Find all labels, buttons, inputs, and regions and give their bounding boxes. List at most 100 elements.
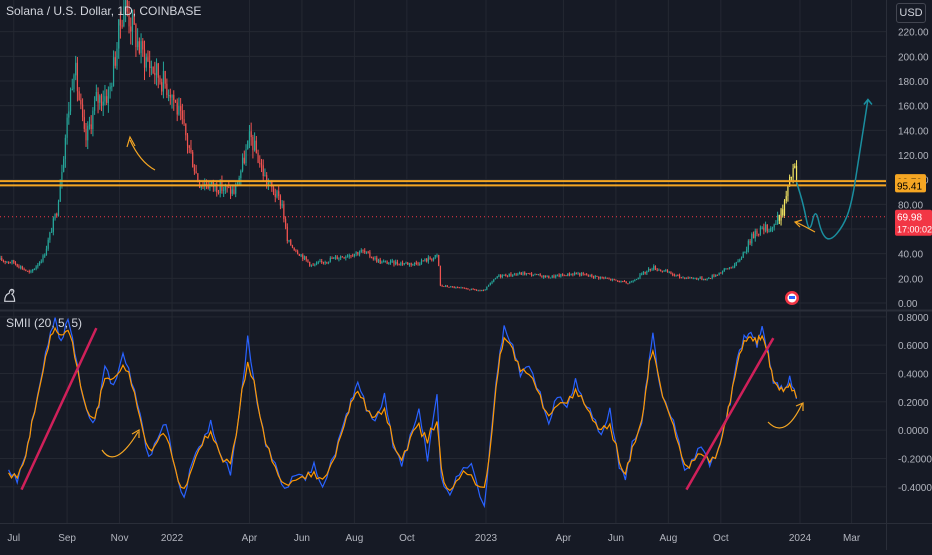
candle-body [274,193,276,197]
projection-path[interactable] [795,99,869,240]
candle-body [398,264,400,266]
candle-body [383,261,385,263]
candle-body [100,95,103,106]
candle-body [107,89,109,103]
candle-body [441,285,443,287]
annotation-arrow [795,221,816,233]
candle-body [85,128,87,141]
candle-body [87,125,89,141]
candle-body [730,267,732,269]
x-tick-label: 2023 [475,533,498,544]
candle-body [200,185,202,188]
candle-body [266,175,268,184]
osc-annotation-arrow [767,403,803,429]
candle-body [551,275,553,278]
candle-body [582,273,584,275]
candle-body [257,153,259,163]
candle-body [721,270,724,273]
candle-body [76,62,79,92]
candle-body [615,279,617,281]
candle-body [291,245,294,248]
candle-body [290,240,292,246]
candle-body [71,89,73,91]
candle-body [75,62,77,76]
candle-body [116,48,118,66]
candle-body [174,100,177,103]
candle-body [548,275,550,279]
candle-body [599,277,602,279]
candle-body [350,255,352,257]
candle-body [396,261,399,265]
candle-body [641,273,643,275]
event-flag-icon-stripe [789,296,795,299]
candle-body [627,283,629,285]
candle-body [795,165,798,180]
x-tick-label: Nov [111,533,129,544]
candle-body [51,231,53,233]
candle-body [723,268,725,271]
candle-body [549,277,552,279]
candle-body [407,262,409,265]
candle-body [544,275,546,278]
candle-body [255,140,257,154]
symbol-title: Solana / U.S. Dollar, 1D, COINBASE [6,4,202,18]
candle-body [792,168,794,178]
candle-body [73,75,75,90]
candle-body [785,196,787,201]
candle-body [658,269,660,271]
candle-body [708,278,710,280]
candle-body [133,14,135,25]
candle-body [38,262,41,265]
candle-body [596,275,598,277]
candle-body [494,278,497,280]
candle-body [469,289,471,291]
candle-body [475,289,478,291]
candle-body [241,157,244,171]
level-price-label: 95.41 [897,181,922,192]
price-tick-label: 180.00 [898,77,929,88]
candle-body [286,226,288,242]
candle-body [83,117,85,129]
osc-trendline[interactable] [20,327,98,491]
candle-body [7,261,10,263]
bar-countdown-label: 17:00:02 [897,225,932,235]
candle-body [138,41,140,54]
candle-body [794,165,796,169]
currency-button[interactable]: USD [896,3,926,23]
candle-body [135,24,137,48]
smi-signal-line [8,326,798,492]
candle-body [259,162,261,164]
candle-body [470,288,472,290]
candle-body [727,268,729,270]
candle-body [584,274,586,276]
candle-body [159,77,161,83]
candle-body [314,264,316,266]
candle-body [586,274,588,276]
candle-body [130,26,132,32]
osc-tick-label: -0.2000 [898,454,932,465]
candle-body [429,257,431,260]
candle-body [666,270,669,273]
candle-body [321,261,323,263]
candle-body [646,270,648,274]
candle-body [319,261,321,263]
candle-body [496,276,498,279]
candle-body [780,209,782,221]
candle-body [338,258,340,260]
candle-body [462,287,464,289]
candle-body [20,266,22,268]
candle-body [389,260,392,263]
candle-body [345,256,347,258]
candle-body [155,63,158,76]
candle-body [140,41,142,54]
candle-body [23,269,25,271]
osc-trendline[interactable] [685,337,775,491]
candle-body [718,272,720,276]
candle-body [764,224,767,231]
candle-body [505,274,507,277]
candle-body [467,288,469,290]
candle-body [173,94,175,101]
candle-body [513,274,515,276]
